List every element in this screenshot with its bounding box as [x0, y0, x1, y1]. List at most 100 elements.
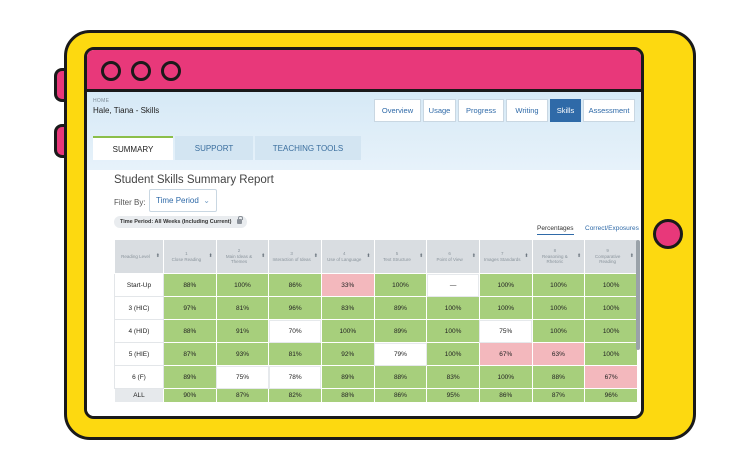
- nav-progress[interactable]: Progress: [458, 99, 504, 122]
- score-cell[interactable]: 81%: [268, 342, 322, 366]
- score-cell[interactable]: 100%: [426, 319, 480, 343]
- reading-level-cell: ALL: [114, 388, 164, 403]
- column-number: 2: [237, 248, 241, 254]
- score-cell[interactable]: 75%: [478, 319, 533, 343]
- score-cell[interactable]: 100%: [478, 273, 533, 297]
- sort-icon[interactable]: ⬍: [629, 253, 634, 259]
- score-cell[interactable]: 95%: [426, 388, 480, 403]
- sort-icon[interactable]: ⬍: [366, 253, 371, 259]
- tab-support[interactable]: SUPPORT: [175, 136, 253, 160]
- column-header-skill[interactable]: 1 Close Reading ⬍: [163, 239, 217, 274]
- nav-overview[interactable]: Overview: [374, 99, 421, 122]
- score-cell[interactable]: 92%: [320, 342, 375, 366]
- filter-select[interactable]: Time Period ⌄: [149, 189, 217, 212]
- score-cell[interactable]: 100%: [215, 273, 270, 297]
- tab-teaching-tools[interactable]: TEACHING TOOLS: [255, 136, 361, 160]
- score-cell[interactable]: 88%: [163, 273, 217, 297]
- sort-icon[interactable]: ⬍: [155, 253, 160, 259]
- score-cell[interactable]: 100%: [478, 296, 533, 320]
- score-cell[interactable]: 100%: [531, 319, 586, 343]
- score-cell[interactable]: 100%: [584, 296, 638, 320]
- score-cell[interactable]: 88%: [163, 319, 217, 343]
- column-header-skill[interactable]: 2 Main Ideas & Themes ⬍: [215, 239, 270, 274]
- sort-icon[interactable]: ⬍: [261, 253, 266, 259]
- table-row: 6 (F) 89% 75% 78% 89% 88% 83% 100% 88% 67%: [114, 365, 638, 389]
- score-cell[interactable]: —: [426, 273, 480, 297]
- toggle-correct-exposures[interactable]: Correct/Exposures: [585, 225, 639, 232]
- score-cell[interactable]: 96%: [268, 296, 322, 320]
- nav-usage[interactable]: Usage: [423, 99, 456, 122]
- toggle-percentages[interactable]: Percentages: [537, 225, 574, 235]
- column-header-skill[interactable]: 4 Use of Language ⬍: [320, 239, 375, 274]
- score-cell[interactable]: 63%: [531, 342, 586, 366]
- nav-skills[interactable]: Skills: [550, 99, 581, 122]
- window-circle-icon[interactable]: [161, 61, 181, 81]
- window-circle-icon[interactable]: [131, 61, 151, 81]
- score-cell[interactable]: 81%: [215, 296, 270, 320]
- score-cell[interactable]: 100%: [373, 273, 428, 297]
- score-cell[interactable]: 88%: [531, 365, 586, 389]
- score-cell[interactable]: 89%: [373, 296, 428, 320]
- score-cell[interactable]: 89%: [373, 319, 428, 343]
- score-cell[interactable]: 79%: [373, 342, 428, 366]
- score-cell[interactable]: 75%: [215, 365, 270, 389]
- score-cell[interactable]: 67%: [478, 342, 533, 366]
- score-cell[interactable]: 100%: [584, 273, 638, 297]
- score-cell[interactable]: 88%: [320, 388, 375, 403]
- score-cell[interactable]: 87%: [215, 388, 270, 403]
- score-cell[interactable]: 100%: [478, 365, 533, 389]
- score-cell[interactable]: 100%: [584, 342, 638, 366]
- column-header-skill[interactable]: 7 Images Standards ⬍: [478, 239, 533, 274]
- column-header-skill[interactable]: 5 Text Structure ⬍: [373, 239, 428, 274]
- sort-icon[interactable]: ⬍: [577, 253, 582, 259]
- sort-icon[interactable]: ⬍: [313, 253, 318, 259]
- score-cell[interactable]: 67%: [584, 365, 638, 389]
- breadcrumb[interactable]: HOME: [93, 98, 110, 104]
- table-row: 4 (HID) 88% 91% 70% 100% 89% 100% 75% 100% 100%: [114, 319, 638, 343]
- column-header-skill[interactable]: 8 Reasoning & Rhetoric ⬍: [531, 239, 586, 274]
- score-cell[interactable]: 93%: [215, 342, 270, 366]
- score-cell[interactable]: 100%: [320, 319, 375, 343]
- column-number: 6: [448, 251, 451, 257]
- tab-summary[interactable]: SUMMARY: [93, 136, 173, 160]
- score-cell[interactable]: 100%: [531, 296, 586, 320]
- score-cell[interactable]: 89%: [163, 365, 217, 389]
- score-cell[interactable]: 86%: [478, 388, 533, 403]
- score-cell[interactable]: 87%: [163, 342, 217, 366]
- score-cell[interactable]: 89%: [320, 365, 375, 389]
- score-cell[interactable]: 86%: [268, 273, 322, 297]
- score-cell[interactable]: 96%: [584, 388, 638, 403]
- sort-icon[interactable]: ⬍: [524, 253, 529, 259]
- score-cell[interactable]: 91%: [215, 319, 270, 343]
- score-cell[interactable]: 97%: [163, 296, 217, 320]
- sort-icon[interactable]: ⬍: [419, 253, 424, 259]
- column-header-skill[interactable]: 3 Interaction of Ideas ⬍: [268, 239, 322, 274]
- score-cell[interactable]: 83%: [320, 296, 375, 320]
- score-cell[interactable]: 87%: [531, 388, 586, 403]
- score-cell[interactable]: 83%: [426, 365, 480, 389]
- score-cell[interactable]: 100%: [584, 319, 638, 343]
- column-header-skill[interactable]: 9 Comparative Reading ⬍: [584, 239, 638, 274]
- tablet-home-button[interactable]: [653, 219, 683, 249]
- score-cell[interactable]: 100%: [531, 273, 586, 297]
- reading-level-cell: 4 (HID): [114, 319, 164, 343]
- sort-icon[interactable]: ⬍: [471, 253, 476, 259]
- nav-assessment[interactable]: Assessment: [583, 99, 635, 122]
- column-header-reading-level[interactable]: Reading Level ⬍: [114, 239, 164, 274]
- score-cell[interactable]: 70%: [268, 319, 322, 343]
- window-circle-icon[interactable]: [101, 61, 121, 81]
- score-cell[interactable]: 78%: [268, 365, 322, 389]
- score-cell[interactable]: 100%: [426, 296, 480, 320]
- vertical-scrollbar[interactable]: [636, 240, 640, 350]
- score-cell[interactable]: 88%: [373, 365, 428, 389]
- column-label: Comparative Reading: [594, 253, 621, 265]
- reading-level-cell: 6 (F): [114, 365, 164, 389]
- score-cell[interactable]: 90%: [163, 388, 217, 403]
- score-cell[interactable]: 86%: [373, 388, 428, 403]
- score-cell[interactable]: 33%: [320, 273, 375, 297]
- column-header-skill[interactable]: 6 Point of View ⬍: [426, 239, 480, 274]
- score-cell[interactable]: 100%: [426, 342, 480, 366]
- score-cell[interactable]: 82%: [268, 388, 322, 403]
- nav-writing[interactable]: Writing: [506, 99, 548, 122]
- sort-icon[interactable]: ⬍: [208, 253, 213, 259]
